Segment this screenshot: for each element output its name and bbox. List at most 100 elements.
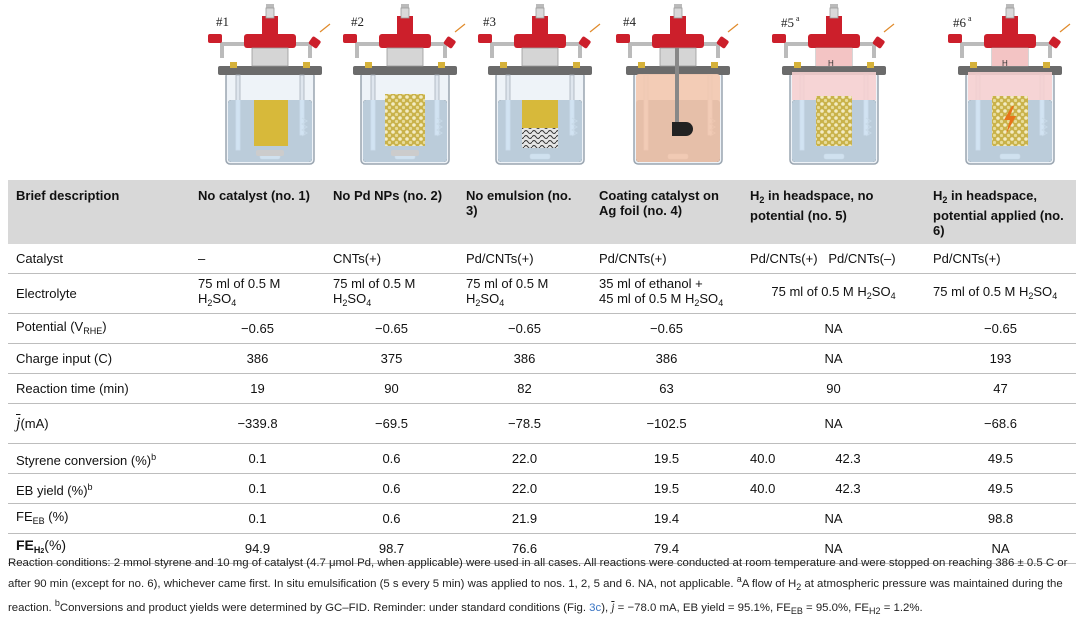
cell: 40.0 42.3: [742, 443, 925, 474]
cell: 94.9: [190, 533, 325, 564]
reactor-1-icon: [206, 2, 332, 166]
reactor-label-2: #2: [351, 14, 364, 29]
reactor-illustrations: H H: [206, 2, 1072, 166]
cell: 0.6: [325, 443, 458, 474]
cell: 19.5: [591, 473, 742, 504]
cell: −0.65: [190, 313, 325, 344]
row-label: Potential (VRHE): [8, 313, 190, 344]
cell: Pd/CNTs(+) Pd/CNTs(–): [742, 244, 925, 274]
cell: 19.5: [591, 443, 742, 474]
reactor-2-icon: [341, 2, 467, 166]
cell: 386: [591, 343, 742, 374]
cell: 76.6: [458, 533, 591, 564]
cell: Pd/CNTs(+): [925, 244, 1076, 274]
cell: 75 ml of 0.5 M H2SO4: [925, 273, 1076, 314]
table-row: Styrene conversion (%)b 0.1 0.6 22.0 19.…: [8, 443, 1076, 474]
row-label: Reaction time (min): [8, 373, 190, 404]
cell: 75 ml of 0.5 M H2SO4: [325, 273, 458, 314]
cell: 193: [925, 343, 1076, 374]
cell: NA: [742, 503, 925, 534]
cell: −102.5: [591, 403, 742, 444]
cell: −339.8: [190, 403, 325, 444]
reactor-label-1: #1: [216, 14, 229, 29]
cell: −68.6: [925, 403, 1076, 444]
cell: 82: [458, 373, 591, 404]
table-row: EB yield (%)b 0.1 0.6 22.0 19.5 40.0 42.3…: [8, 473, 1076, 504]
cell: 386: [190, 343, 325, 374]
cell: 21.9: [458, 503, 591, 534]
reactor-label-3: #3: [483, 14, 496, 29]
cell: −0.65: [591, 313, 742, 344]
reactor-5-icon: H: [770, 2, 896, 166]
figure-link[interactable]: 3c: [589, 602, 602, 614]
cell: NA: [742, 403, 925, 444]
reactor-label-6: #6 a: [953, 14, 972, 30]
results-table: Brief description No catalyst (no. 1) No…: [8, 180, 1076, 564]
cell: 40.0 42.3: [742, 473, 925, 504]
cell: 75 ml of 0.5 M H2SO4: [190, 273, 325, 314]
cell: NA: [742, 533, 925, 564]
cell: –: [190, 244, 325, 274]
row-label: Catalyst: [8, 244, 190, 274]
cell: 0.6: [325, 503, 458, 534]
cell: 75 ml of 0.5 M H2SO4: [458, 273, 591, 314]
h2-label: H: [828, 59, 834, 68]
cell: −0.65: [325, 313, 458, 344]
cell: −69.5: [325, 403, 458, 444]
reactor-label-4: #4: [623, 14, 636, 29]
cell: 22.0: [458, 473, 591, 504]
reactor-label-5: #5 a: [781, 14, 800, 30]
reactor-6-icon: H: [946, 2, 1072, 166]
header-no3: No emulsion (no. 3): [458, 180, 591, 244]
cell: 19.4: [591, 503, 742, 534]
table-row: Reaction time (min) 19 90 82 63 90 47: [8, 373, 1076, 404]
cell: 63: [591, 373, 742, 404]
cell: 19: [190, 373, 325, 404]
table-row: Electrolyte 75 ml of 0.5 M H2SO4 75 ml of…: [8, 273, 1076, 314]
cell: 49.5: [925, 473, 1076, 504]
cell: 90: [742, 373, 925, 404]
cell: CNTs(+): [325, 244, 458, 274]
cell: Pd/CNTs(+): [458, 244, 591, 274]
header-no1: No catalyst (no. 1): [190, 180, 325, 244]
row-label: j(mA): [8, 403, 190, 444]
header-no4: Coating catalyst on Ag foil (no. 4): [591, 180, 742, 244]
row-label: Electrolyte: [8, 273, 190, 314]
row-label: FEEB (%): [8, 503, 190, 534]
cell: 0.6: [325, 473, 458, 504]
header-no6: H2 in headspace, potential applied (no. …: [925, 180, 1076, 244]
cell: 0.1: [190, 473, 325, 504]
cell: 35 ml of ethanol +45 ml of 0.5 M H2SO4: [591, 273, 742, 314]
table-row: FEEB (%) 0.1 0.6 21.9 19.4 NA 98.8: [8, 503, 1076, 534]
cell: −78.5: [458, 403, 591, 444]
table-row: Potential (VRHE) −0.65 −0.65 −0.65 −0.65…: [8, 313, 1076, 344]
h2-label: H: [1002, 59, 1008, 68]
row-label: FEH2(%): [8, 533, 190, 564]
cell: Pd/CNTs(+): [591, 244, 742, 274]
cell: 0.1: [190, 443, 325, 474]
cell: −0.65: [458, 313, 591, 344]
cell: 0.1: [190, 503, 325, 534]
header-no5: H2 in headspace, no potential (no. 5): [742, 180, 925, 244]
cell: NA: [925, 533, 1076, 564]
table-row: Catalyst – CNTs(+) Pd/CNTs(+) Pd/CNTs(+)…: [8, 244, 1076, 274]
cell: NA: [742, 313, 925, 344]
cell: 375: [325, 343, 458, 374]
header-no2: No Pd NPs (no. 2): [325, 180, 458, 244]
table-header-row: Brief description No catalyst (no. 1) No…: [8, 180, 1076, 244]
row-label: EB yield (%)b: [8, 473, 190, 504]
table-row: j(mA) −339.8 −69.5 −78.5 −102.5 NA −68.6: [8, 403, 1076, 444]
row-label: Styrene conversion (%)b: [8, 443, 190, 474]
cell: 386: [458, 343, 591, 374]
cell: 49.5: [925, 443, 1076, 474]
reactor-4-icon: [614, 2, 740, 166]
row-label: Charge input (C): [8, 343, 190, 374]
table-row: Charge input (C) 386 375 386 386 NA 193: [8, 343, 1076, 374]
header-brief: Brief description: [8, 180, 190, 244]
cell: 90: [325, 373, 458, 404]
cell: 22.0: [458, 443, 591, 474]
lightning-icon: [1004, 106, 1016, 134]
cell: 47: [925, 373, 1076, 404]
cell: 98.7: [325, 533, 458, 564]
table-row: FEH2(%) 94.9 98.7 76.6 79.4 NA NA: [8, 533, 1076, 564]
